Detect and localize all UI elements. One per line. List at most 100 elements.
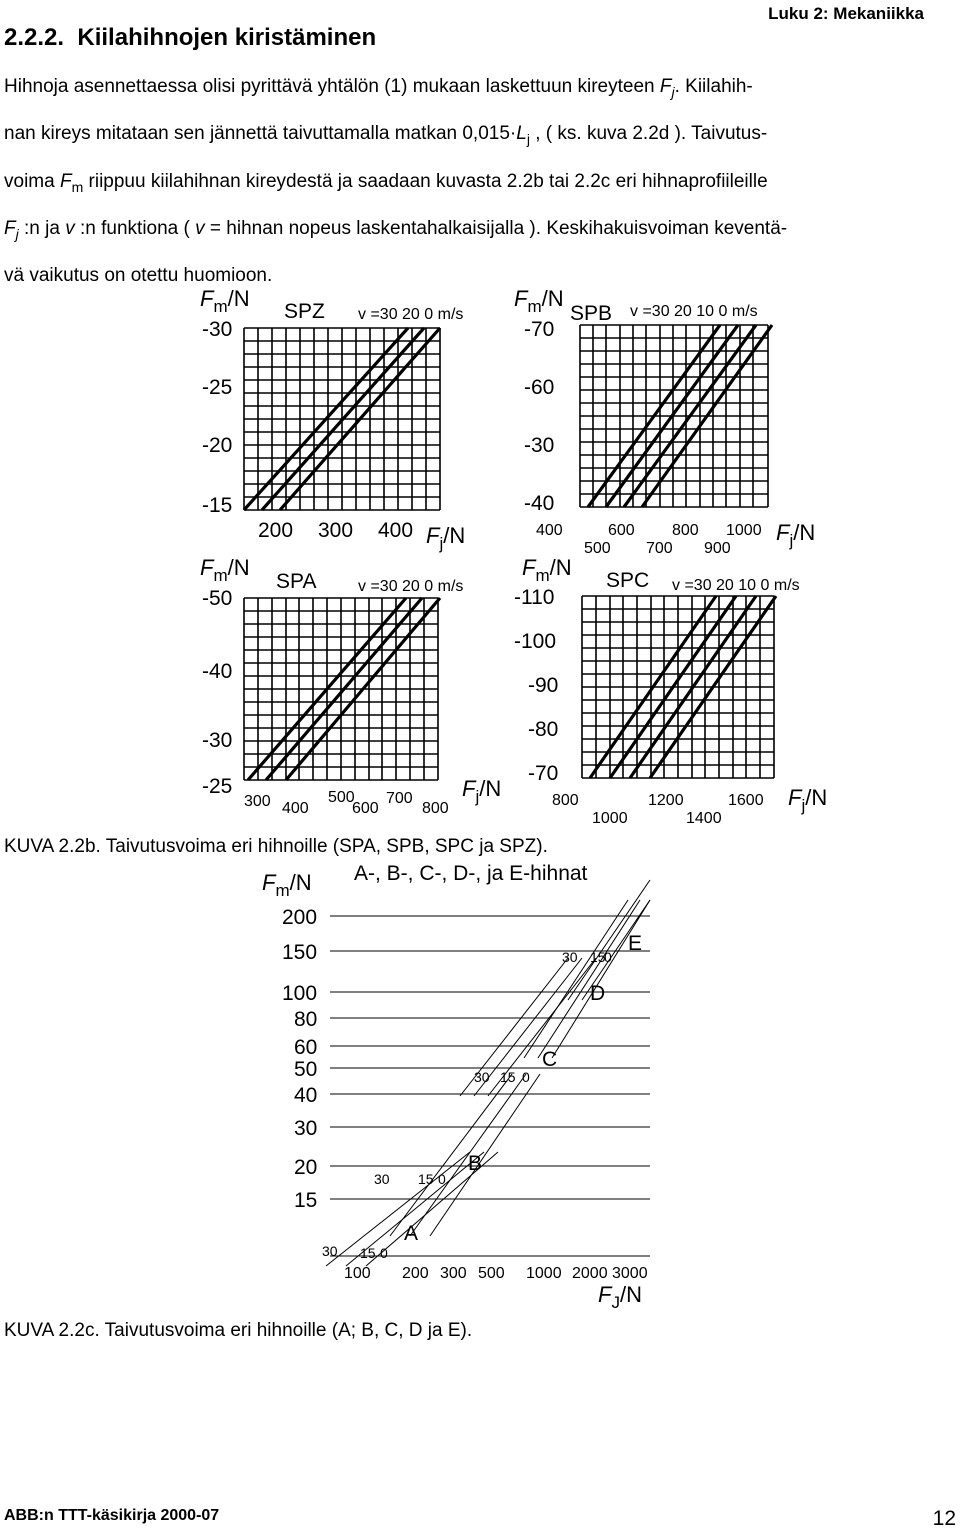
speed-lines xyxy=(242,326,442,512)
y-tick: 30 xyxy=(294,1117,317,1140)
x-tick: 300 xyxy=(440,1265,467,1282)
belt-a-line xyxy=(345,1151,485,1267)
speed-lines xyxy=(246,596,442,782)
belt-name: SPB xyxy=(570,302,612,325)
x-tick: 1000 xyxy=(592,810,628,827)
y-tick: -40 xyxy=(524,492,554,515)
curve-v10 xyxy=(628,595,758,779)
x-tick: 800 xyxy=(422,800,449,817)
y-tick: 200 xyxy=(282,906,317,929)
subscript: m xyxy=(71,178,84,195)
x-tick: 400 xyxy=(536,522,563,539)
y-tick: 60 xyxy=(294,1036,317,1059)
belt-label-a: A xyxy=(404,1222,418,1245)
x-tick: 1000 xyxy=(526,1265,562,1282)
chart-spc: Fm/N SPC v =30 20 10 0 m/s -110 -100 -90… xyxy=(514,555,827,827)
y-tick: -20 xyxy=(202,434,232,457)
x-tick: 1200 xyxy=(648,792,684,809)
belt-b-line xyxy=(389,1073,513,1237)
belt-d-line xyxy=(537,899,641,1059)
axis-label-fm: Fm/N xyxy=(200,555,250,585)
x-tick: 3000 xyxy=(612,1265,648,1282)
x-ticks: 400 600 800 1000 500 700 900 xyxy=(536,522,762,557)
x-tick: 700 xyxy=(386,790,413,807)
y-tick: -70 xyxy=(528,762,558,785)
x-tick: 200 xyxy=(402,1265,429,1282)
y-tick: -80 xyxy=(528,718,558,741)
x-ticks: 100 200 300 500 1000 2000 3000 xyxy=(344,1265,648,1282)
x-tick: 1000 xyxy=(726,522,762,539)
text-run: . Kiilahih- xyxy=(674,76,753,97)
speed-legend: v =30 20 10 0 m/s xyxy=(630,303,758,320)
speed-label: 0 xyxy=(522,1069,530,1085)
x-tick: 100 xyxy=(344,1265,371,1282)
axis-label-fm: Fm/N xyxy=(262,870,312,900)
belt-c-line xyxy=(473,957,583,1097)
subscript: j xyxy=(671,83,675,100)
chart-spb: Fm/N SPB v =30 20 10 0 m/s -70 -60 -30 -… xyxy=(514,286,815,557)
curve-v30 xyxy=(246,596,408,782)
x-ticks: 300 500 700 400 600 800 xyxy=(244,789,449,817)
axis-label-fm: Fm/N xyxy=(514,286,564,316)
y-ticks: -50 -40 -30 -25 xyxy=(202,587,232,798)
symbol-f: F xyxy=(4,217,16,239)
x-tick: 600 xyxy=(608,522,635,539)
belt-label-b: B xyxy=(468,1152,482,1175)
page-number: 12 xyxy=(932,1507,956,1530)
caption-2-2b: KUVA 2.2b. Taivutusvoima eri hihnoille (… xyxy=(4,836,548,857)
curve-v20 xyxy=(264,596,424,782)
speed-label: 30 xyxy=(374,1171,390,1187)
symbol-l: L xyxy=(516,123,527,145)
section-title-text: Kiilahihnojen kiristäminen xyxy=(77,24,377,51)
y-tick: 15 xyxy=(294,1189,317,1212)
x-tick: 500 xyxy=(478,1265,505,1282)
x-tick: 300 xyxy=(244,793,271,810)
speed-legend: v =30 20 0 m/s xyxy=(358,306,463,323)
text-run: nan kireys mitataan sen jännettä taivutt… xyxy=(4,123,517,145)
paragraph-line-4: Fj :n ja v :n funktiona ( v = hihnan nop… xyxy=(4,208,956,255)
chart-spz: Fm/N SPZ v =30 20 0 m/s -30 -25 -20 -15 … xyxy=(200,286,465,553)
x-tick: 400 xyxy=(282,800,309,817)
speed-lines xyxy=(588,595,778,779)
x-ticks: 800 1200 1600 1000 1400 xyxy=(552,792,764,827)
speed-legend: v =30 20 10 0 m/s xyxy=(672,577,800,594)
y-ticks: 200 150 100 80 60 50 40 30 20 15 xyxy=(282,906,317,1212)
belt-d-line xyxy=(523,899,629,1059)
speed-label: 15 xyxy=(360,1245,376,1261)
y-tick: -40 xyxy=(202,660,232,683)
chart-a-to-e: Fm/N A-, B-, C-, D-, ja E-hihnat 200 150… xyxy=(262,862,651,1312)
belt-c-line xyxy=(459,957,569,1097)
paragraph-line-5: vä vaikutus on otettu huomioon. xyxy=(4,265,273,287)
y-ticks: -30 -25 -20 -15 xyxy=(202,318,232,517)
speed-label: 30 xyxy=(322,1243,338,1259)
paragraph-line-3: voima Fm riippuu kiilahihnan kireydestä … xyxy=(4,161,956,208)
paragraph-line-2: nan kireys mitataan sen jännettä taivutt… xyxy=(4,113,956,160)
x-tick: 400 xyxy=(378,519,413,542)
belt-b-line xyxy=(429,1073,541,1237)
y-tick: 50 xyxy=(294,1058,317,1081)
y-tick: -100 xyxy=(514,630,556,653)
belt-b-line xyxy=(409,1073,527,1237)
chart-spa: Fm/N SPA v =30 20 0 m/s -50 -40 -30 -25 … xyxy=(200,555,501,817)
belt-d-line xyxy=(551,899,651,1059)
x-tick: 600 xyxy=(352,800,379,817)
speed-label: 0 xyxy=(380,1245,388,1261)
y-tick: -25 xyxy=(202,775,232,798)
speed-label: 15 xyxy=(500,1069,516,1085)
x-tick: 200 xyxy=(258,519,293,542)
curve-v20 xyxy=(608,595,738,779)
belt-name: SPZ xyxy=(284,300,325,323)
curve-v20 xyxy=(604,324,740,508)
y-tick: -30 xyxy=(202,318,232,341)
text-run: :n funktiona ( xyxy=(74,217,196,239)
belt-label-c: C xyxy=(542,1048,557,1071)
belt-e-line xyxy=(567,879,651,1001)
y-tick: -25 xyxy=(202,376,232,399)
curve-v10 xyxy=(622,324,758,508)
chapter-header: Luku 2: Mekaniikka xyxy=(768,4,924,23)
belt-label-e: E xyxy=(628,932,642,955)
y-tick: -110 xyxy=(514,586,554,609)
axis-label-fj: Fj/N xyxy=(426,523,465,553)
y-tick: -15 xyxy=(202,494,232,517)
